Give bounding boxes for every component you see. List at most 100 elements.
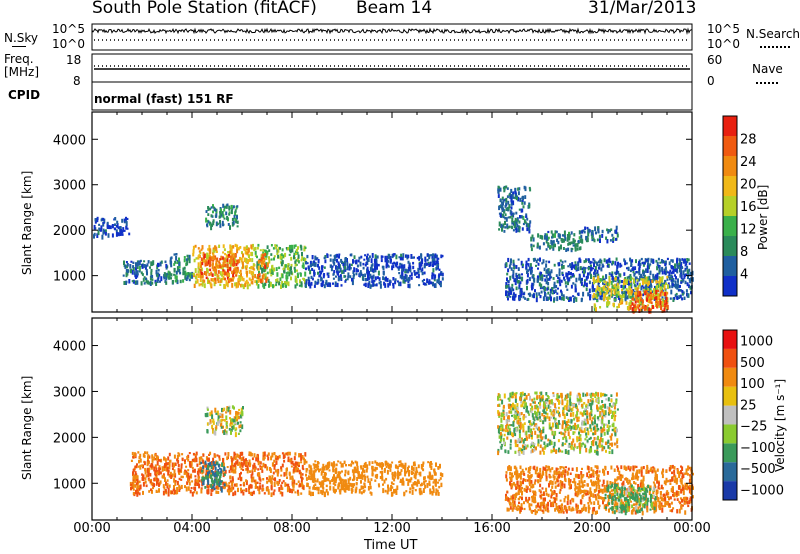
velocity-echo-cell [292, 463, 295, 466]
velocity-echo-cell [217, 418, 220, 423]
power-echo-cell [262, 260, 265, 263]
power-echo-cell [629, 300, 632, 305]
power-echo-cell [343, 274, 346, 278]
power-echo-cell [535, 259, 538, 264]
power-echo-cell [130, 269, 132, 274]
power-echo-cell [630, 292, 633, 296]
power-echo-cell [344, 280, 347, 283]
velocity-echo-cell [165, 462, 168, 466]
power-echo-cell [211, 223, 213, 227]
power-echo-cell [525, 260, 528, 265]
power-echo-cell [595, 307, 597, 312]
power-echo-cell [222, 275, 225, 281]
velocity-echo-cell [210, 465, 213, 470]
velocity-echo-cell [209, 469, 212, 475]
power-echo-cell [645, 259, 648, 262]
power-echo-cell [666, 271, 669, 274]
velocity-echo-cell [162, 474, 165, 479]
velocity-echo-cell [144, 467, 147, 472]
velocity-echo-cell [220, 426, 223, 429]
power-echo-cell [234, 211, 237, 216]
velocity-echo-cell [361, 475, 364, 480]
power-echo-cell [147, 260, 150, 264]
power-echo-cell [603, 297, 606, 302]
power-echo-cell [254, 250, 257, 255]
velocity-echo-cell [219, 482, 222, 486]
power-echo-cell [367, 257, 370, 262]
power-echo-cell [208, 272, 211, 277]
power-echo-cell [313, 284, 316, 288]
velocity-echo-cell [409, 487, 412, 491]
velocity-echo-cell [344, 488, 347, 493]
velocity-echo-cell [374, 460, 377, 464]
power-echo-cell [560, 292, 563, 297]
power-echo-cell [242, 253, 244, 258]
power-echo-cell [394, 278, 397, 282]
power-echo-cell [566, 288, 569, 291]
velocity-echo-cell [231, 459, 234, 463]
power-echo-cell [313, 262, 316, 267]
velocity-echo-cell [369, 485, 372, 490]
power-echo-cell [505, 202, 508, 206]
power-echo-cell [556, 280, 559, 284]
power-echo-cell [424, 256, 427, 261]
velocity-echo-cell [503, 415, 506, 421]
velocity-echo-cell [509, 439, 512, 443]
velocity-echo-cell [212, 466, 215, 470]
power-echo-cell [522, 205, 525, 209]
power-echo-cell [231, 279, 234, 282]
count-tick-left-bottom: 10^0 [52, 37, 85, 51]
power-echo-cell [508, 264, 511, 269]
power-echo-cell [294, 269, 296, 273]
power-echo-cell [679, 268, 682, 274]
velocity-echo-cell [189, 461, 191, 466]
velocity-echo-cell [266, 477, 268, 480]
velocity-echo-cell [518, 447, 521, 450]
power-echo-cell [401, 256, 404, 261]
power-echo-cell [405, 274, 408, 280]
power-echo-cell [155, 269, 158, 275]
power-echo-cell [324, 259, 327, 264]
velocity-echo-cell [262, 455, 265, 458]
power-echo-cell [173, 263, 176, 266]
power-echo-cell [418, 284, 421, 287]
power-echo-cell [642, 271, 645, 277]
power-echo-cell [628, 294, 631, 299]
power-echo-cell [270, 244, 273, 247]
power-echo-cell [527, 257, 530, 262]
velocity-echo-cell [184, 472, 187, 475]
power-echo-cell [106, 221, 109, 225]
power-echo-cell [579, 239, 582, 243]
velocity-echo-cell [322, 480, 325, 485]
power-echo-cell [287, 281, 290, 287]
power-echo-cell [578, 257, 581, 262]
velocity-echo-cell [132, 491, 135, 496]
power-echo-cell [586, 275, 589, 279]
velocity-echo-cell [206, 474, 209, 480]
velocity-echo-cell [319, 485, 322, 488]
velocity-echo-cell [557, 439, 560, 443]
velocity-echo-cell [350, 463, 353, 467]
power-echo-cell [260, 264, 263, 268]
power-echo-cell [415, 275, 418, 278]
velocity-echo-cell [383, 469, 386, 473]
velocity-echo-cell [566, 393, 569, 399]
power-echo-cell [275, 283, 278, 287]
power-echo-cell [327, 274, 330, 278]
power-echo-cell [594, 269, 596, 272]
power-echo-cell [597, 266, 600, 270]
power-echo-cell [642, 286, 645, 289]
velocity-echo-cell [259, 482, 262, 485]
power-echo-cell [222, 214, 225, 218]
power-echo-cell [352, 270, 355, 274]
power-echo-cell [593, 288, 596, 292]
power-echo-cell [432, 281, 434, 287]
velocity-echo-cell [212, 485, 215, 489]
velocity-echo-cell [154, 453, 157, 457]
power-echo-cell [377, 263, 380, 267]
power-echo-cell [567, 242, 570, 246]
velocity-echo-cell [604, 413, 607, 418]
velocity-echo-cell [205, 474, 208, 480]
power-echo-cell [245, 257, 248, 261]
